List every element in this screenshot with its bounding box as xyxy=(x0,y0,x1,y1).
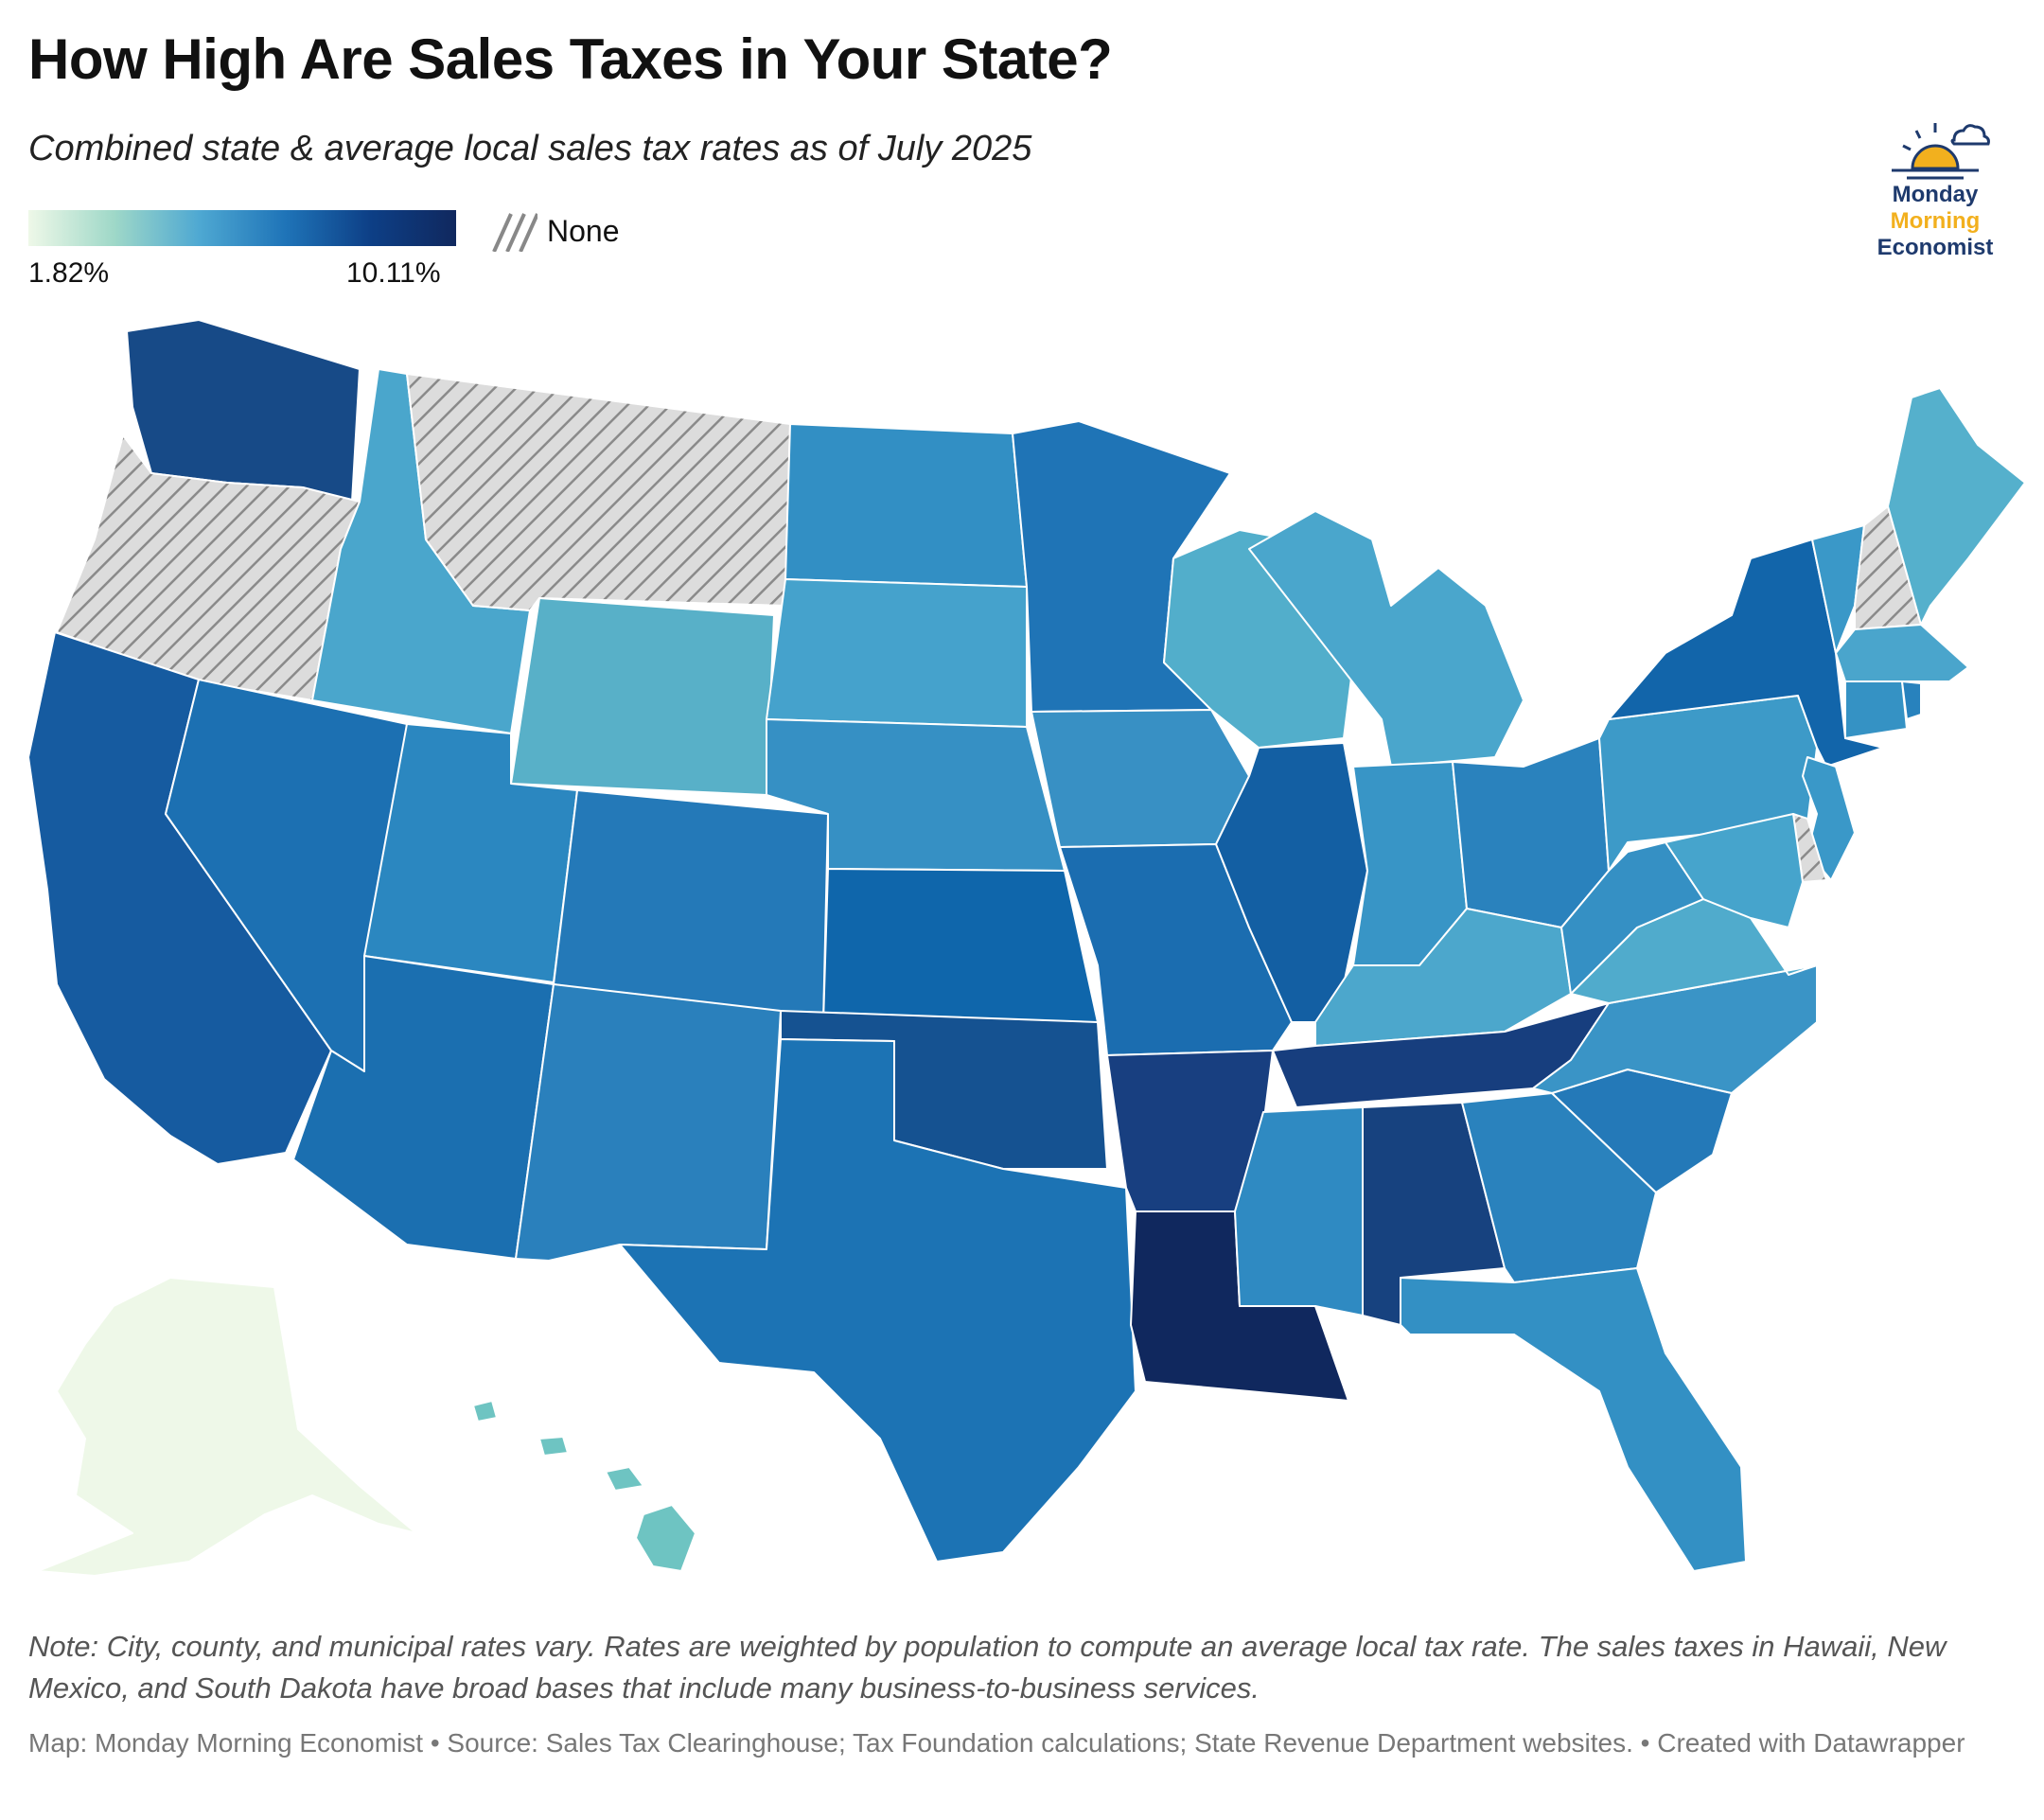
state-hawaii-maui[interactable]: Hawaii xyxy=(605,1466,644,1492)
state-massachusetts[interactable]: Massachusetts xyxy=(1835,624,1969,682)
state-iowa[interactable]: Iowa xyxy=(1031,709,1250,848)
footnote: Note: City, county, and municipal rates … xyxy=(28,1630,1947,1705)
source-credit: Map: Monday Morning Economist • Source: … xyxy=(28,1728,1965,1758)
state-hawaii-oahu[interactable]: Hawaii xyxy=(538,1436,569,1457)
chart-subtitle: Combined state & average local sales tax… xyxy=(28,129,1032,168)
monday-morning-economist-logo: Monday Morning Economist xyxy=(1864,121,2006,282)
logo-line-3: Economist xyxy=(1877,235,1994,260)
state-montana[interactable]: Montana xyxy=(406,373,791,611)
state-kansas[interactable]: Kansas xyxy=(822,868,1099,1023)
state-maine[interactable]: Maine xyxy=(1887,387,2026,626)
state-north-carolina[interactable]: North Carolina xyxy=(1532,964,1818,1094)
state-connecticut[interactable]: Connecticut xyxy=(1844,680,1908,739)
state-alaska[interactable]: Alaska xyxy=(37,1277,417,1577)
legend-max-label: 10.11% xyxy=(346,257,441,289)
legend-none-label: None xyxy=(547,214,620,248)
color-legend: 1.82% 10.11% None xyxy=(28,210,975,295)
state-rhode-island[interactable]: Rhode Island xyxy=(1901,680,1922,720)
chart-title: How High Are Sales Taxes in Your State? xyxy=(28,27,1113,91)
state-illinois[interactable]: Illinois xyxy=(1215,742,1368,1023)
state-maryland[interactable]: Maryland xyxy=(1665,813,1804,928)
logo-line-2: Morning xyxy=(1890,208,1981,234)
state-new-mexico[interactable]: New Mexico xyxy=(515,983,782,1262)
state-hawaii-kauai[interactable]: Hawaii xyxy=(472,1400,498,1422)
logo-line-1: Monday xyxy=(1892,182,1979,207)
legend-none-swatch xyxy=(492,213,537,252)
us-states-map: Washington Oregon California Nevada Idah… xyxy=(27,319,2026,1577)
state-south-dakota[interactable]: South Dakota xyxy=(766,578,1028,728)
state-florida[interactable]: Florida xyxy=(1400,1267,1747,1572)
legend-min-label: 1.82% xyxy=(28,257,110,289)
legend-gradient-bar xyxy=(28,210,456,246)
state-hawaii[interactable]: Hawaii xyxy=(635,1504,696,1572)
state-new-york[interactable]: New York xyxy=(1608,539,1884,768)
state-colorado[interactable]: Colorado xyxy=(553,789,829,1023)
sunrise-icon xyxy=(1892,123,1990,180)
state-texas[interactable]: Texas xyxy=(619,1038,1137,1563)
state-wyoming[interactable]: Wyoming xyxy=(510,597,775,796)
state-north-dakota[interactable]: North Dakota xyxy=(784,423,1028,588)
